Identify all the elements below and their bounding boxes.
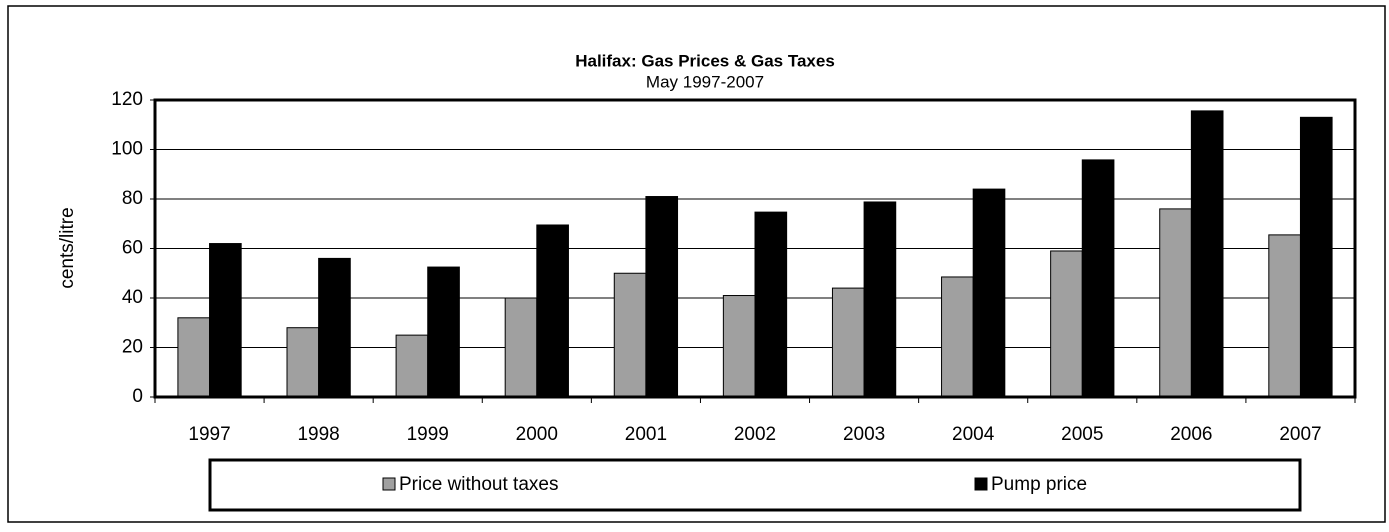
- bar: [831, 287, 865, 398]
- chart-subtitle: May 1997-2007: [646, 72, 764, 91]
- bar: [209, 243, 242, 398]
- bar: [177, 317, 211, 398]
- bar: [395, 334, 429, 398]
- legend-swatch: [974, 477, 988, 491]
- bar: [941, 276, 974, 398]
- x-tick-label: 2001: [625, 424, 667, 445]
- x-tick-label: 2005: [1061, 424, 1103, 445]
- bar: [754, 211, 788, 398]
- bar: [1190, 110, 1224, 398]
- legend: [208, 458, 1302, 512]
- y-tick-label: 100: [111, 139, 143, 160]
- chart-title: Halifax: Gas Prices & Gas Taxes: [575, 51, 835, 70]
- bar: [318, 257, 351, 398]
- bar: [504, 297, 538, 398]
- bar: [427, 266, 460, 398]
- bar: [1299, 116, 1333, 398]
- y-tick-label: 20: [122, 337, 143, 358]
- x-tick-label: 1997: [188, 424, 230, 445]
- bar: [1268, 234, 1301, 398]
- bar: [286, 327, 320, 398]
- bar: [536, 224, 569, 398]
- y-tick-label: 80: [122, 188, 143, 209]
- x-tick-label: 2000: [516, 424, 558, 445]
- y-tick-label: 60: [122, 238, 143, 259]
- plot-border: [153, 98, 1357, 399]
- x-tick-label: 2002: [734, 424, 776, 445]
- legend-label: Price without taxes: [399, 474, 558, 495]
- x-tick-label: 2003: [843, 424, 885, 445]
- x-tick-label: 2007: [1279, 424, 1321, 445]
- legend-swatch: [382, 477, 396, 491]
- legend-label: Pump price: [991, 474, 1087, 495]
- y-tick-label: 0: [132, 386, 143, 407]
- bar: [722, 295, 756, 398]
- bar: [613, 272, 647, 398]
- bar: [1159, 208, 1192, 398]
- y-tick-label: 40: [122, 287, 143, 308]
- y-axis-label: cents/litre: [57, 207, 78, 288]
- y-tick-label: 120: [111, 89, 143, 110]
- x-tick-label: 1998: [297, 424, 339, 445]
- bar: [645, 196, 679, 398]
- bar: [972, 188, 1006, 398]
- x-tick-label: 2006: [1170, 424, 1212, 445]
- bar: [1081, 159, 1115, 398]
- x-tick-label: 1999: [407, 424, 449, 445]
- bar: [863, 201, 897, 398]
- x-tick-label: 2004: [952, 424, 995, 445]
- bar: [1050, 250, 1083, 398]
